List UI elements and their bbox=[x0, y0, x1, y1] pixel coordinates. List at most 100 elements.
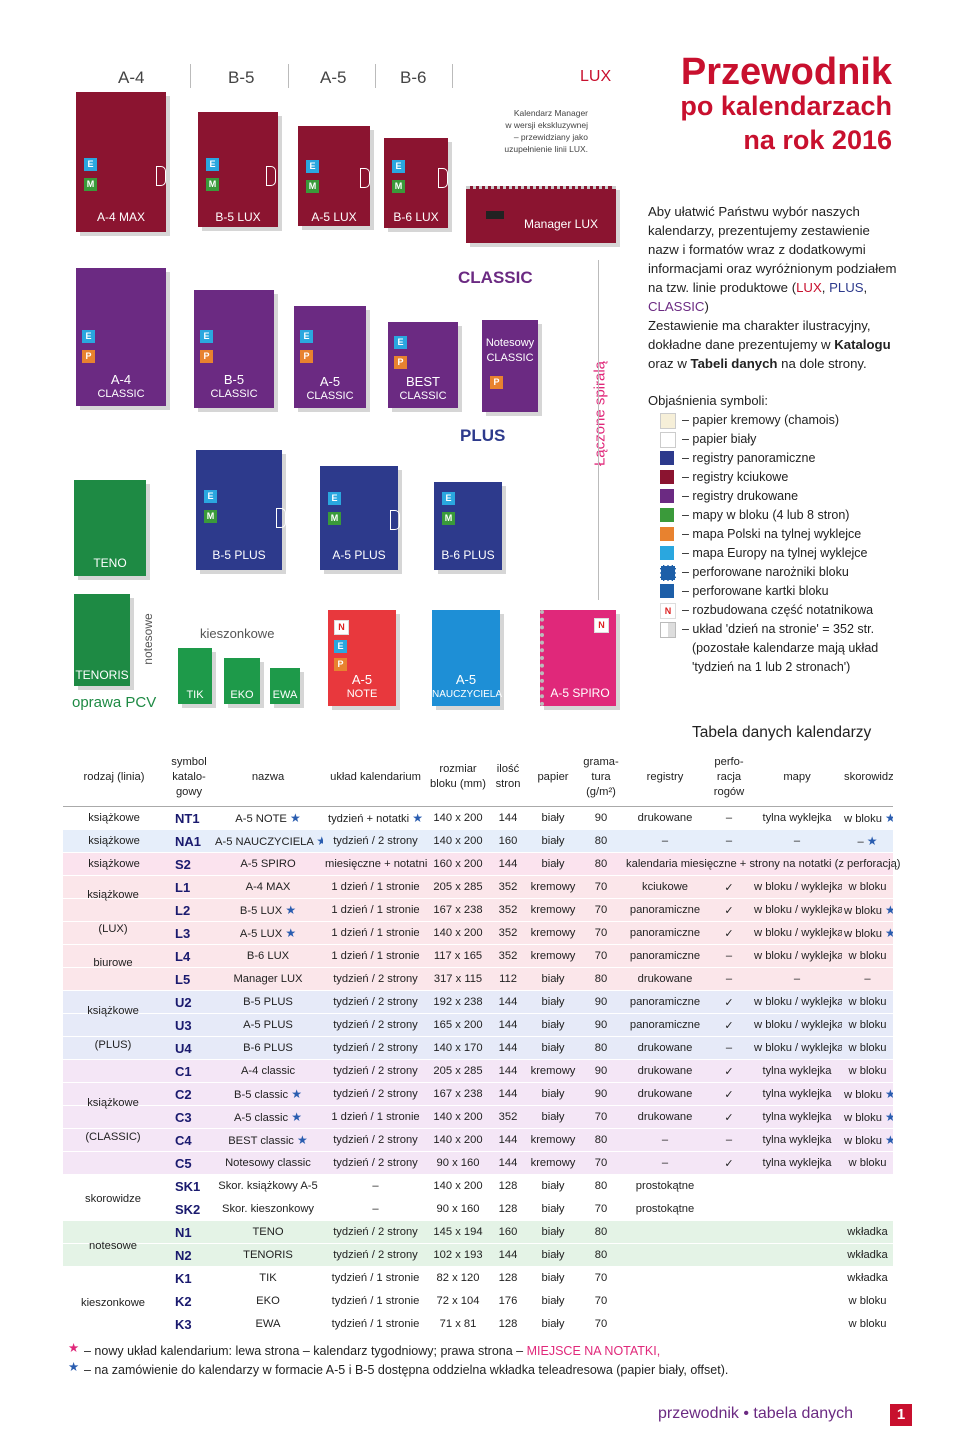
star-icon: ★ bbox=[885, 1110, 893, 1124]
table-cell: 205 x 285 bbox=[428, 875, 488, 899]
table-cell: kremowy bbox=[528, 921, 578, 945]
table-cell: 144 bbox=[488, 990, 528, 1014]
white-paper-icon bbox=[660, 432, 676, 448]
table-cell bbox=[63, 1128, 165, 1152]
badge-p: P bbox=[200, 350, 213, 363]
table-cell: w bloku ★ bbox=[842, 1082, 893, 1106]
format-label-a4: A-4 bbox=[118, 68, 145, 87]
table-cell: tydzień / 2 strony bbox=[323, 829, 428, 853]
table-cell: drukowane bbox=[624, 1082, 706, 1106]
book-label: B-5 LUX bbox=[215, 210, 261, 224]
table-cell: biały bbox=[528, 967, 578, 991]
manager-note: Kalendarz Manager w wersji ekskluzywnej … bbox=[470, 107, 588, 155]
table-cell: tydzień / 1 stronie bbox=[323, 1266, 428, 1290]
book-label: A-4 MAX bbox=[96, 210, 145, 224]
table-cell: 90 bbox=[578, 1082, 624, 1106]
book-label: A-5 PLUS bbox=[332, 548, 386, 562]
star-icon: ★ bbox=[885, 811, 893, 825]
table-cell: panoramiczne bbox=[624, 1013, 706, 1037]
table-cell: biały bbox=[528, 1082, 578, 1106]
header-cell: rozmiar bloku (mm) bbox=[428, 748, 488, 807]
book-label: B-6 LUX bbox=[393, 210, 439, 224]
table-cell: w bloku bbox=[842, 944, 893, 968]
table-cell: panoramiczne bbox=[624, 944, 706, 968]
book-notesowy-classic: Notesowy CLASSIC P bbox=[482, 320, 538, 412]
table-cell: w bloku ★ bbox=[842, 806, 893, 830]
table-cell: BEST classic ★ bbox=[213, 1128, 323, 1152]
table-title: Tabela danych kalendarzy bbox=[692, 724, 872, 741]
table-cell: Skor. książkowy A-5 bbox=[213, 1174, 323, 1198]
table-cell: 70 bbox=[578, 898, 624, 922]
table-cell: 90 x 160 bbox=[428, 1197, 488, 1221]
header-cell: papier bbox=[528, 748, 578, 807]
table-cell: w bloku / wyklejka bbox=[752, 1013, 842, 1037]
table-cell: tydzień + notatki ★ bbox=[323, 806, 428, 830]
table-cell: tydzień / 2 strony bbox=[323, 1243, 428, 1267]
book-format: A-5 bbox=[319, 374, 341, 389]
header-cell: skorowidz bbox=[842, 748, 893, 807]
symbol-cell: SK2 bbox=[165, 1197, 213, 1221]
header-cell: perfo- racja rogów bbox=[706, 748, 752, 807]
table-row: C1 A-4 classic tydzień / 2 strony 205 x 285… bbox=[63, 1059, 893, 1083]
table-cell: A-5 PLUS bbox=[213, 1013, 323, 1037]
footnote-1: ★ – nowy układ kalendarium: lewa strona … bbox=[68, 1341, 661, 1358]
book-label: B-5 CLASSIC bbox=[194, 372, 274, 402]
badge-e: E bbox=[84, 158, 97, 171]
table-cell: tydzień / 2 strony bbox=[323, 1151, 428, 1175]
header-cell: mapy bbox=[752, 748, 842, 807]
table-cell: kremowy bbox=[528, 1128, 578, 1152]
symbol-cell: C1 bbox=[165, 1059, 213, 1083]
table-cell: 144 bbox=[488, 852, 528, 876]
table-cell: biały bbox=[528, 1013, 578, 1037]
header-cell: symbol katalo- gowy bbox=[165, 748, 213, 807]
table-cell: TENO bbox=[213, 1220, 323, 1244]
format-label-a5: A-5 bbox=[320, 68, 347, 87]
table-cell: biały bbox=[528, 1266, 578, 1290]
symbol-cell: SK1 bbox=[165, 1174, 213, 1198]
symbol-cell: N1 bbox=[165, 1220, 213, 1244]
table-cell: tydzień / 1 stronie bbox=[323, 1289, 428, 1313]
table-cell bbox=[63, 1289, 165, 1313]
table-cell bbox=[63, 1312, 165, 1336]
book-b6-lux: E M B-6 LUX bbox=[384, 138, 448, 228]
table-row: SK2 Skor. kieszonkowy –90 x 160 128 biały 70 p… bbox=[63, 1197, 893, 1221]
kieszonkowe-label: kieszonkowe bbox=[200, 626, 275, 641]
table-cell: w bloku bbox=[842, 1059, 893, 1083]
table-cell: 205 x 285 bbox=[428, 1059, 488, 1083]
notebook-part-icon: N bbox=[660, 603, 676, 619]
table-cell: 117 x 165 bbox=[428, 944, 488, 968]
table-cell: kremowy bbox=[528, 898, 578, 922]
table-cell: B-5 classic ★ bbox=[213, 1082, 323, 1106]
badge-m: M bbox=[206, 178, 219, 191]
star-icon: ★ bbox=[885, 1133, 893, 1147]
legend-note: (pozostałe kalendarze mają układ bbox=[692, 641, 879, 655]
table-cell: 80 bbox=[578, 1220, 624, 1244]
table-cell: kremowy bbox=[528, 1151, 578, 1175]
table-cell: ✓ bbox=[706, 1059, 752, 1083]
table-cell: 317 x 115 bbox=[428, 967, 488, 991]
table-cell: biały bbox=[528, 852, 578, 876]
table-cell bbox=[752, 1174, 842, 1198]
symbol-cell: L1 bbox=[165, 875, 213, 899]
table-row: C5 Notesowy classic tydzień / 2 strony 90 x… bbox=[63, 1151, 893, 1175]
table-cell bbox=[63, 875, 165, 899]
register-tab-icon bbox=[438, 168, 448, 188]
book-label: EWA bbox=[272, 689, 298, 701]
table-cell: – bbox=[752, 829, 842, 853]
table-cell: 72 x 104 bbox=[428, 1289, 488, 1313]
table-cell: w bloku / wyklejka bbox=[752, 944, 842, 968]
symbol-cell: U4 bbox=[165, 1036, 213, 1060]
manager-note-line: w wersji ekskluzywnej bbox=[505, 120, 588, 130]
book-line: CLASSIC bbox=[97, 388, 145, 400]
table-cell: tylna wyklejka bbox=[752, 1105, 842, 1129]
star-icon: ★ bbox=[297, 1133, 308, 1147]
book-a5-nauczyciela: A-5 NAUCZYCIELA bbox=[432, 610, 502, 706]
table-cell: A-5 NAUCZYCIELA ★ bbox=[213, 829, 323, 853]
lux-label: LUX bbox=[580, 68, 612, 85]
table-cell bbox=[706, 1243, 752, 1267]
badge-m: M bbox=[328, 512, 341, 525]
poland-map-icon bbox=[660, 527, 674, 541]
symbol-cell: K1 bbox=[165, 1266, 213, 1290]
table-cell: 352 bbox=[488, 921, 528, 945]
